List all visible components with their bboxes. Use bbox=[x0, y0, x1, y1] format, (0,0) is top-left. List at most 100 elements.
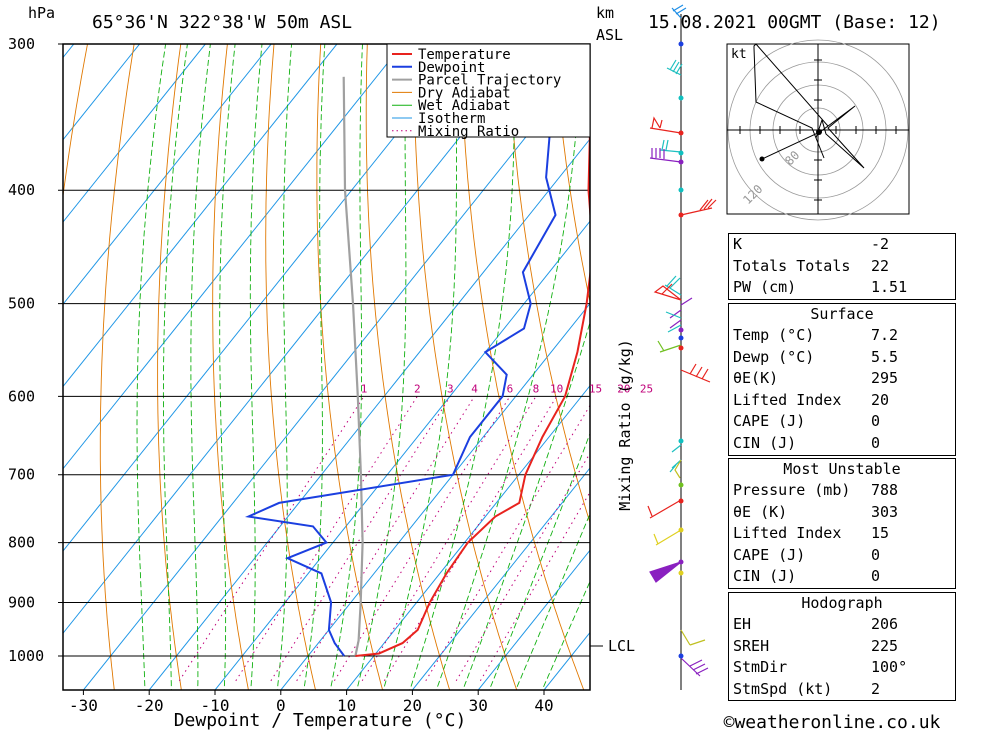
hodograph-info-row: StmDir 100° bbox=[733, 658, 908, 677]
indices-box: K -2 Totals Totals 22 PW (cm) 1.51 bbox=[728, 233, 956, 300]
surface-row: CIN (J) 0 bbox=[733, 433, 881, 452]
x-tick-label: -30 bbox=[69, 696, 98, 715]
mixing-ratio-label: 1 bbox=[361, 382, 368, 395]
most-unstable-box: Most Unstable Pressure (mb) 788 θE (K) 303… bbox=[728, 458, 956, 589]
pressure-tick-label: 500 bbox=[8, 295, 35, 313]
temperature-line bbox=[355, 103, 590, 657]
mixing-ratio-line bbox=[270, 396, 451, 682]
index-row-k: K -2 bbox=[733, 235, 890, 253]
dry-adiabat-line bbox=[63, 44, 88, 200]
mixing-ratio-label: 10 bbox=[550, 382, 563, 395]
surface-box: Surface Temp (°C) 7.2 Dewp (°C) 5.5 θE(K) 2… bbox=[728, 303, 956, 456]
mixing-ratio-line bbox=[235, 396, 418, 682]
mixing-ratio-label: 25 bbox=[640, 382, 653, 395]
wind-barbs bbox=[647, 4, 717, 677]
isotherm-line bbox=[345, 384, 590, 690]
wet-adiabat-line bbox=[382, 44, 458, 690]
pressure-tick-label: 600 bbox=[8, 387, 35, 405]
dry-adiabat-line bbox=[316, 44, 384, 690]
wet-adiabat-line bbox=[488, 432, 590, 690]
parcel-trajectory-line bbox=[342, 76, 364, 657]
x-tick-label: 10 bbox=[337, 696, 356, 715]
x-tick-label: -20 bbox=[135, 696, 164, 715]
location-title: 65°36'N 322°38'W 50m ASL bbox=[92, 12, 353, 33]
datetime-title: 15.08.2021 00GMT (Base: 12) bbox=[648, 12, 941, 33]
mixing-ratio-line bbox=[425, 404, 590, 682]
wet-adiabat-line bbox=[541, 580, 590, 690]
isotherm-line bbox=[477, 549, 590, 690]
hodograph: kt 80 120 bbox=[726, 39, 910, 221]
dry-adiabat-line bbox=[413, 44, 518, 690]
legend-entry: Dewpoint bbox=[418, 60, 485, 76]
asl-label: ASL bbox=[596, 26, 624, 44]
mixing-ratio-axis-label: Mixing Ratio (g/kg) bbox=[616, 339, 634, 511]
isotherm-line bbox=[63, 44, 207, 223]
dry-adiabat-line bbox=[265, 44, 316, 690]
dry-adiabat-line bbox=[986, 0, 1000, 695]
index-row-totals: Totals Totals 22 bbox=[733, 256, 890, 275]
hodograph-info-row: StmSpd (kt) 2 bbox=[733, 679, 881, 698]
pressure-tick-label: 800 bbox=[8, 534, 35, 552]
index-row-pw: PW (cm) 1.51 bbox=[733, 278, 908, 297]
dry-adiabat-line bbox=[212, 44, 249, 690]
dry-adiabat-line bbox=[99, 44, 135, 690]
wet-adiabat-line bbox=[329, 44, 363, 690]
wet-adiabat-line bbox=[162, 44, 188, 690]
legend-entry: Isotherm bbox=[418, 111, 485, 127]
x-tick-label: -10 bbox=[201, 696, 230, 715]
isotherm-line bbox=[63, 44, 75, 59]
km-label: km bbox=[596, 4, 615, 22]
mixing-ratio-label: 6 bbox=[507, 382, 514, 395]
wet-adiabat-line bbox=[462, 320, 590, 690]
most-unstable-title: Most Unstable bbox=[783, 460, 901, 478]
pressure-tick-label: 700 bbox=[8, 466, 35, 484]
isotherm-line bbox=[0, 0, 33, 695]
dry-adiabat-line bbox=[506, 44, 590, 525]
wet-adiabat-line bbox=[219, 44, 236, 690]
legend-entry: Dry Adiabat bbox=[418, 85, 511, 101]
most-unstable-row: Lifted Index 15 bbox=[733, 524, 890, 543]
mixing-ratio-label: 20 bbox=[617, 382, 630, 395]
isotherm-line bbox=[214, 220, 590, 690]
isotherm-line bbox=[63, 44, 141, 141]
mixing-ratio-label: 2 bbox=[414, 382, 421, 395]
lcl-label: LCL bbox=[608, 637, 635, 655]
dry-adiabat-line bbox=[365, 44, 451, 690]
surface-row: Temp (°C) 7.2 bbox=[733, 326, 899, 344]
hodograph-info-row: SREH 225 bbox=[733, 636, 899, 655]
mixing-ratio-label: 8 bbox=[533, 382, 540, 395]
most-unstable-row: CAPE (J) 0 bbox=[733, 545, 881, 564]
pressure-tick-label: 1000 bbox=[8, 647, 44, 665]
wet-adiabat-line bbox=[515, 512, 590, 690]
isotherm-line bbox=[63, 44, 338, 388]
wet-adiabat-line bbox=[303, 44, 326, 690]
hodograph-info-box: Hodograph EH 206 SREH 225 StmDir 100° StmSp… bbox=[728, 592, 956, 702]
x-tick-label: 40 bbox=[534, 696, 553, 715]
legend-entry: Wet Adiabat bbox=[418, 98, 511, 114]
hodograph-trace bbox=[753, 43, 865, 169]
dry-adiabat-line bbox=[157, 44, 182, 690]
wet-adiabat-line bbox=[356, 44, 407, 690]
plot-frame bbox=[62, 43, 591, 691]
surface-row: Lifted Index 20 bbox=[733, 390, 890, 409]
mixing-ratio-line bbox=[361, 396, 537, 682]
isotherm-line bbox=[280, 302, 590, 690]
surface-row: θE(K) 295 bbox=[733, 369, 899, 388]
most-unstable-row: Pressure (mb) 788 bbox=[733, 481, 899, 499]
pressure-tick-label: 300 bbox=[8, 35, 35, 53]
isotherm-line bbox=[82, 55, 590, 690]
hodograph-unit-label: kt bbox=[731, 47, 747, 62]
hodograph-info-title: Hodograph bbox=[801, 594, 883, 612]
pressure-tick-label: 900 bbox=[8, 593, 35, 611]
pressure-unit-label: hPa bbox=[28, 4, 56, 22]
mixing-ratio-label: 3 bbox=[447, 382, 454, 395]
dry-adiabat-line bbox=[460, 44, 585, 690]
x-tick-label: 30 bbox=[469, 696, 488, 715]
surface-row: CAPE (J) 0 bbox=[733, 412, 881, 431]
pressure-tick-label: 400 bbox=[8, 181, 35, 199]
wet-adiabat-line bbox=[276, 44, 293, 690]
x-tick-label: 20 bbox=[403, 696, 422, 715]
wet-adiabat-line bbox=[409, 44, 516, 690]
surface-title: Surface bbox=[810, 305, 874, 323]
